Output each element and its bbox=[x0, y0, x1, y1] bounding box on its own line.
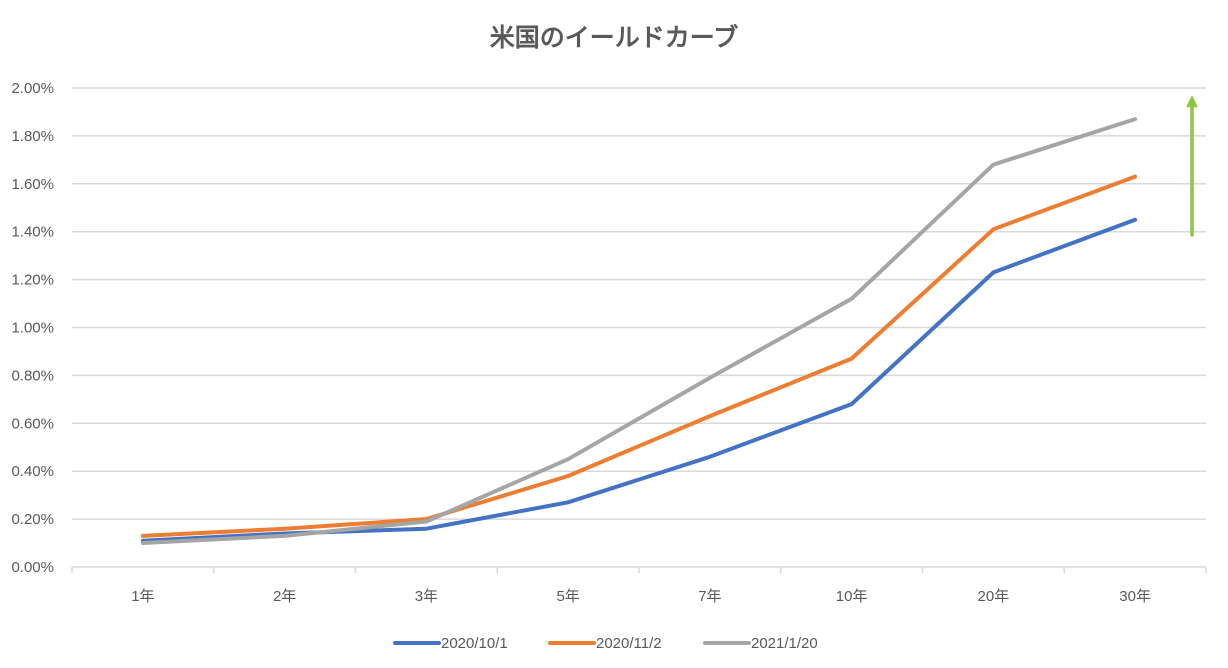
x-tick-label: 1年 bbox=[131, 588, 154, 605]
legend: 2020/10/1 2020/11/2 2021/1/20 bbox=[393, 635, 818, 652]
x-tick-label: 2年 bbox=[273, 588, 296, 605]
x-tick-label: 30年 bbox=[1119, 588, 1151, 605]
x-tick-label: 3年 bbox=[415, 588, 438, 605]
arrow-head bbox=[1186, 95, 1198, 108]
y-tick-label: 0.60% bbox=[11, 415, 54, 432]
legend-label: 2021/1/20 bbox=[751, 635, 818, 652]
y-tick-label: 0.40% bbox=[11, 463, 54, 480]
x-axis: 1年 2年 3年 5年 7年 10年 20年 30年 bbox=[71, 567, 1207, 605]
x-tick-label: 20年 bbox=[978, 588, 1010, 605]
y-tick-label: 1.00% bbox=[11, 320, 54, 337]
y-tick-label: 0.80% bbox=[11, 367, 54, 384]
y-tick-label: 2.00% bbox=[11, 80, 54, 97]
series-lines bbox=[140, 117, 1138, 545]
y-tick-label: 0.20% bbox=[11, 511, 54, 528]
chart-title: 米国のイールドカーブ bbox=[490, 23, 739, 52]
y-tick-label: 1.20% bbox=[11, 272, 54, 289]
y-tick-label: 0.00% bbox=[11, 559, 54, 576]
y-axis: 0.00% 0.20% 0.40% 0.60% 0.80% 1.00% 1.20% 1.40%… bbox=[11, 80, 54, 576]
x-tick-label: 7年 bbox=[698, 588, 721, 605]
series-line-0 bbox=[140, 217, 1138, 543]
x-tick-label: 10年 bbox=[836, 588, 868, 605]
legend-label: 2020/10/1 bbox=[441, 635, 508, 652]
legend-label: 2020/11/2 bbox=[596, 635, 662, 652]
series-line-2 bbox=[140, 117, 1138, 545]
up-arrow-icon bbox=[1186, 95, 1198, 237]
series-line-1 bbox=[140, 174, 1138, 538]
gridlines bbox=[72, 87, 1206, 568]
x-tick-label: 5年 bbox=[556, 588, 579, 605]
y-tick-label: 1.80% bbox=[11, 128, 54, 145]
y-tick-label: 1.60% bbox=[11, 176, 54, 193]
y-tick-label: 1.40% bbox=[11, 224, 54, 241]
